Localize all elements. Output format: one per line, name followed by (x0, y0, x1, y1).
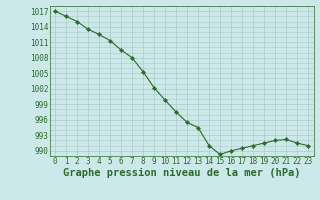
X-axis label: Graphe pression niveau de la mer (hPa): Graphe pression niveau de la mer (hPa) (63, 168, 300, 178)
